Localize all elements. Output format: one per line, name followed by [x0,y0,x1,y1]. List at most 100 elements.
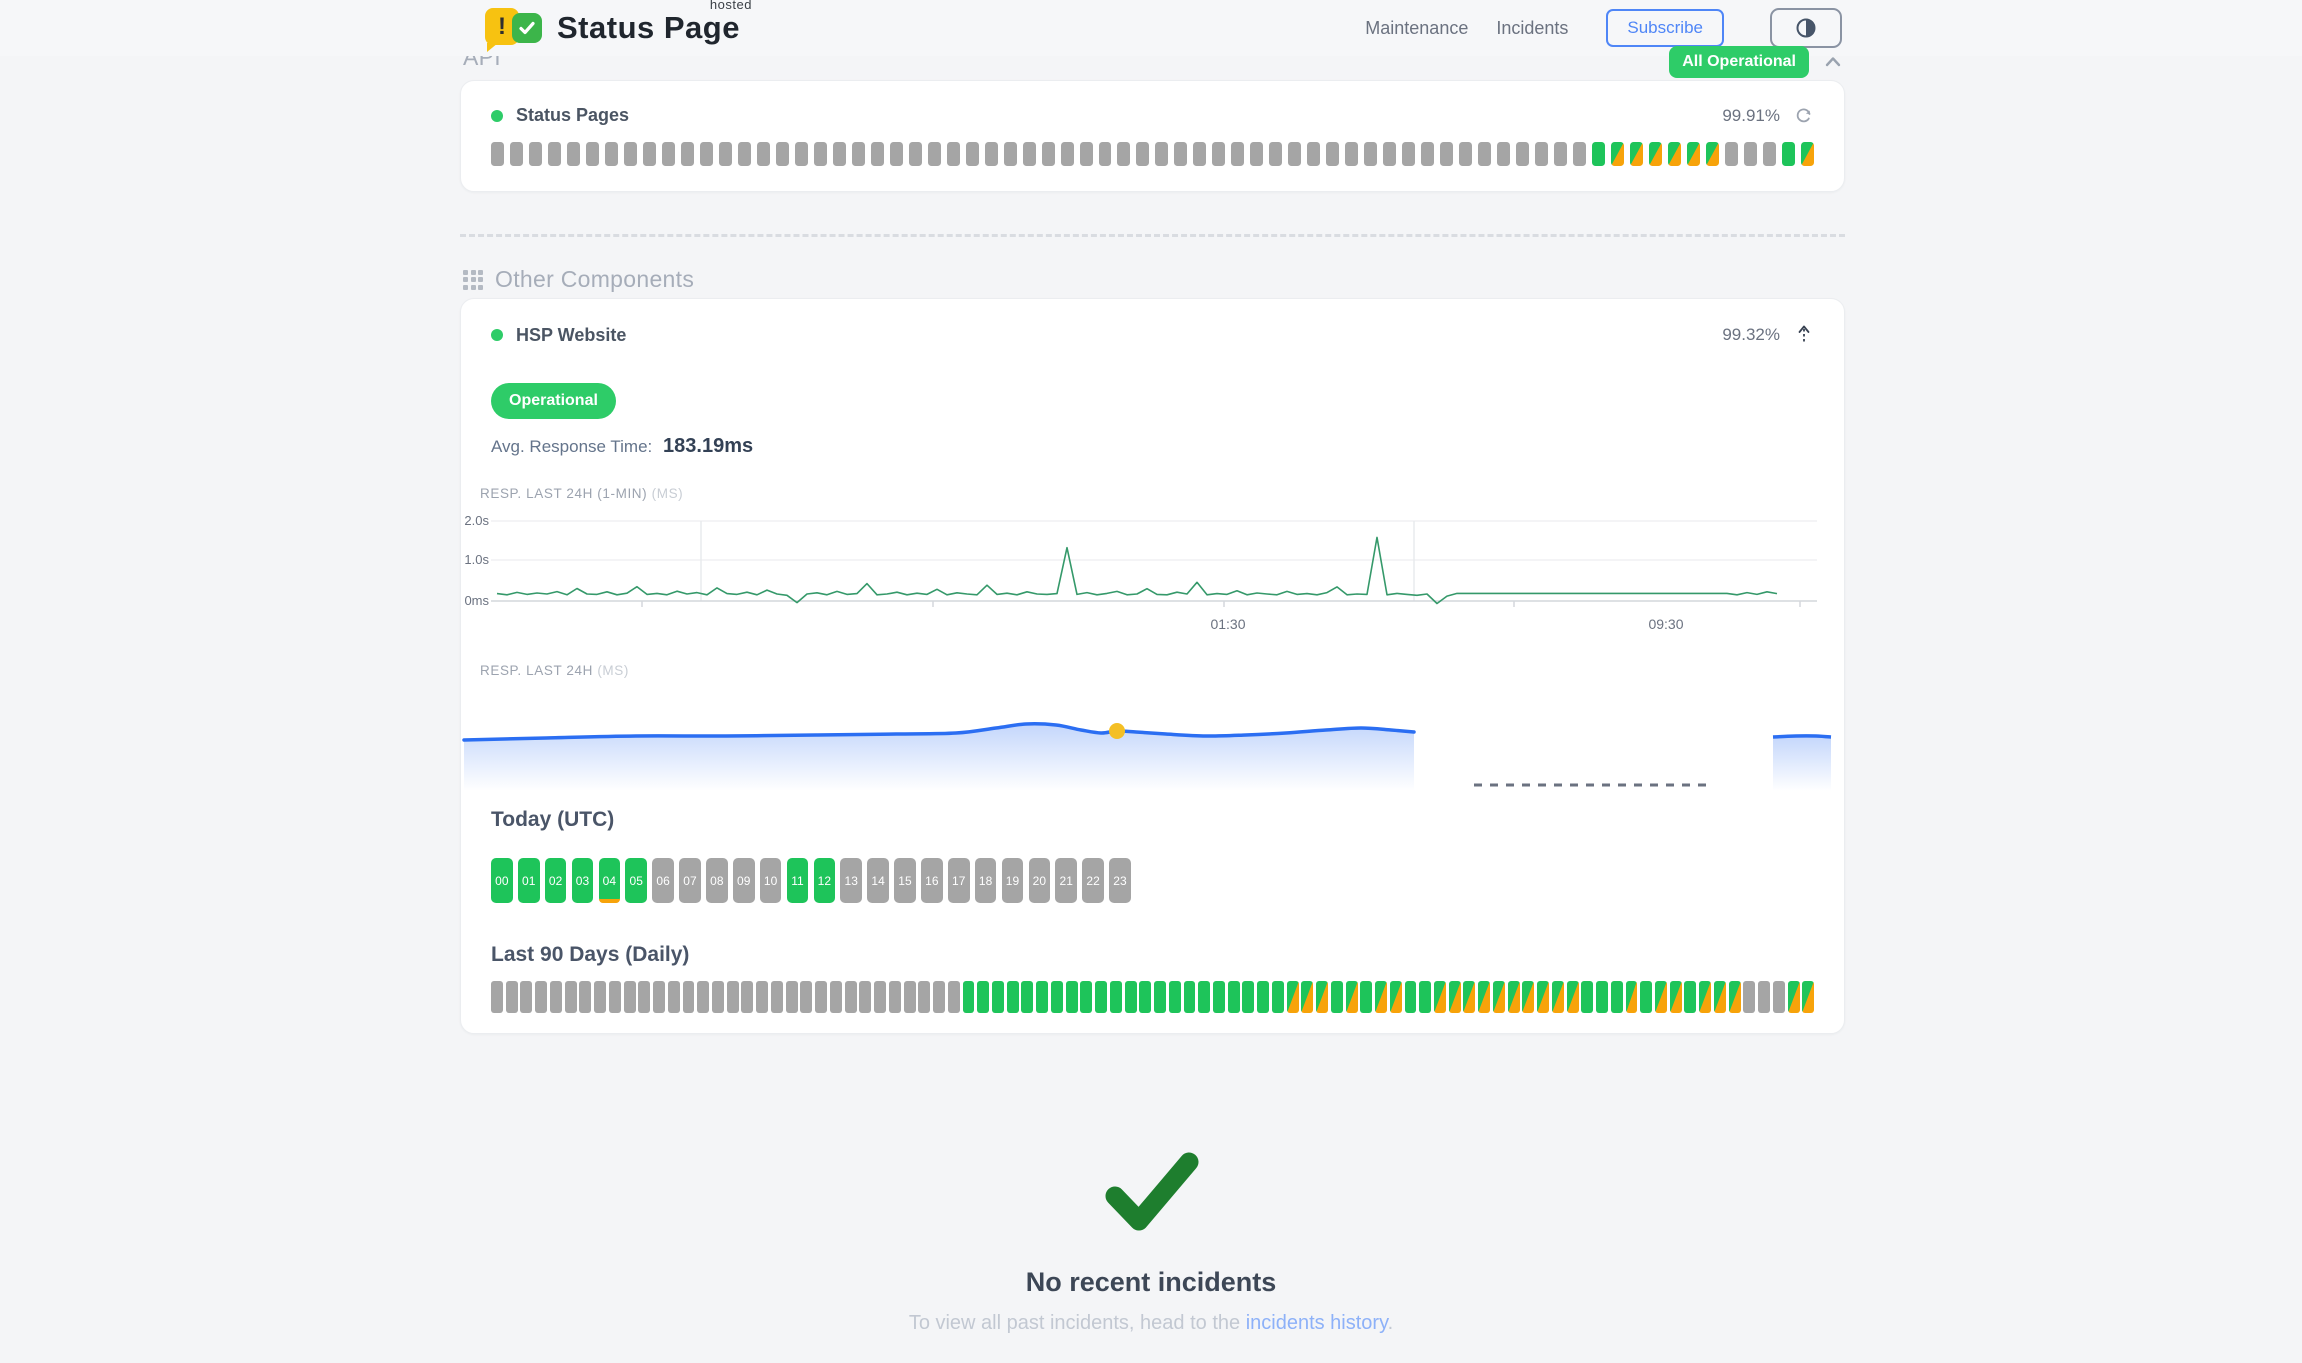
resp-unit: (MS) [651,486,684,501]
hour-block: 19 [1001,858,1024,903]
uptime-bar [509,142,523,166]
uptime-bar [491,142,504,166]
day-block [594,981,607,1013]
dashed-divider [460,234,1845,237]
brand-logo[interactable]: ! Status Page hosted [485,0,751,52]
uptime-bar [1402,142,1416,166]
overall-status[interactable]: All Operational [1669,46,1845,78]
day-block [638,981,651,1013]
uptime-bar [1250,142,1264,166]
nav-link-maintenance[interactable]: Maintenance [1365,17,1469,38]
uptime-bar [1174,142,1188,166]
day-block [874,981,887,1013]
uptime-bar [566,142,580,166]
day-block [1389,981,1402,1013]
uptime-bar [927,142,941,166]
logo-icon: ! [485,5,547,52]
uptime-bar [1800,142,1814,166]
day-block [1036,981,1049,1013]
uptime-bar [1288,142,1302,166]
uptime-bar [1136,142,1150,166]
uptime-bar [528,142,542,166]
uptime-bar [1269,142,1283,166]
uptime-bar [1592,142,1606,166]
uptime-bar [642,142,656,166]
day-block [1743,981,1756,1013]
day-block [1227,981,1240,1013]
uptime-bar [1155,142,1169,166]
uptime-bar [1193,142,1207,166]
uptime-bar [1364,142,1378,166]
day-block [815,981,828,1013]
day-block [1640,981,1653,1013]
uptime-bar [1307,142,1321,166]
component-name: Status Pages [516,105,630,125]
day-block [1257,981,1270,1013]
uptime-bar [1231,142,1245,166]
hour-block: 16 [921,858,943,903]
uptime-bar [946,142,960,166]
day-block [1109,981,1122,1013]
day-block [1301,981,1314,1013]
subscribe-button[interactable]: Subscribe [1606,9,1724,47]
uptime-percent: 99.91% [1722,105,1780,125]
day-block [1139,981,1152,1013]
uptime-bar [1706,142,1719,166]
response-line-chart: 2.0s 1.0s 0ms 01:30 09:30 [461,509,1844,639]
day-block [1448,981,1461,1013]
day-block [1212,981,1225,1013]
day-block [859,981,872,1013]
uptime-bar [680,142,694,166]
uptime-bar [1326,142,1340,166]
day-block [741,981,754,1013]
hour-block: 02 [544,858,567,903]
section-title-other-components: Other Components [463,266,694,293]
theme-half-circle-icon [1796,18,1816,38]
resp-24h-label: RESP. LAST 24H (MS) [480,663,629,678]
day-block [1596,981,1609,1013]
uptime-bar [1098,142,1112,166]
hour-block: 14 [867,858,889,903]
header: ! Status Page hosted Maintenance Inciden… [0,0,2302,56]
theme-toggle-button[interactable] [1770,8,1842,48]
day-block [712,981,724,1013]
uptime-bar [1022,142,1036,166]
day-block [535,981,548,1013]
uptime-bar [1516,142,1530,166]
uptime-bar [585,142,599,166]
highlight-marker-dot [1109,723,1125,739]
incidents-history-link[interactable]: incidents history [1245,1312,1388,1334]
hour-block: 15 [894,858,916,903]
day-block [1080,981,1093,1013]
day-block [756,981,769,1013]
day-block [1492,981,1505,1013]
uptime-bar [1762,142,1776,166]
svg-text:09:30: 09:30 [1648,616,1683,632]
refresh-icon[interactable] [1794,106,1814,126]
day-block [1242,981,1255,1013]
uptime-bar [1079,142,1093,166]
chevron-up-icon[interactable] [1821,50,1845,74]
hour-block: 17 [947,858,970,903]
hour-block: 08 [706,858,728,903]
uptime-bar [547,142,561,166]
day-block [1728,981,1741,1013]
day-block [697,981,710,1013]
svg-text:01:30: 01:30 [1210,616,1245,632]
day-block [918,981,931,1013]
uptime-bar-row [461,126,1844,166]
uptime-bar [1383,142,1397,166]
status-badge-operational: Operational [491,383,616,419]
brand-superscript: hosted [709,0,752,12]
uptime-bar [718,142,732,166]
hour-block: 18 [974,858,997,903]
nav-link-incidents[interactable]: Incidents [1496,17,1569,38]
collapse-arrow-icon[interactable] [1794,323,1814,347]
day-block [1802,981,1815,1013]
day-block [1581,981,1594,1013]
uptime-bar [737,142,751,166]
status-dot [491,329,503,341]
day-block [1758,981,1771,1013]
uptime-bar [1421,142,1435,166]
